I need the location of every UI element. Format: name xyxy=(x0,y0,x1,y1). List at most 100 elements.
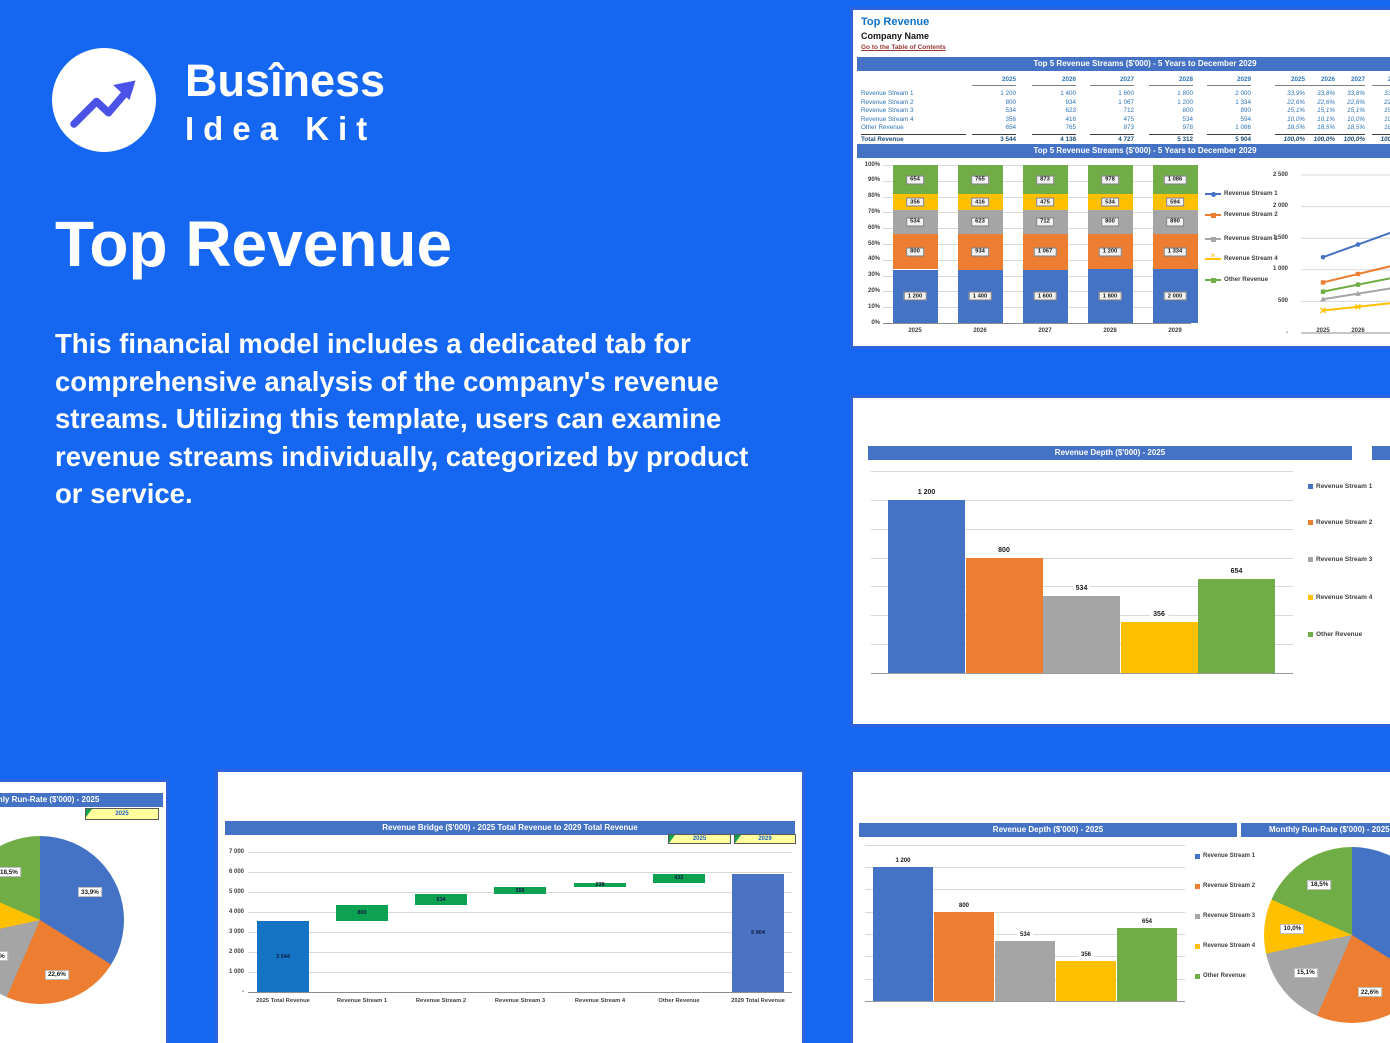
y-axis-label: 20% xyxy=(867,287,880,294)
row-value: 534 xyxy=(1182,115,1193,123)
bridge-title-bar: Revenue Bridge ($'000) - 2025 Total Reve… xyxy=(225,821,795,835)
pie-slice-label: 15,1% xyxy=(1293,967,1318,978)
legend-item: Other Revenue xyxy=(1205,275,1268,285)
bar-value-label: 534 xyxy=(436,896,446,903)
gridline xyxy=(883,323,1191,324)
row-value: 890 xyxy=(1240,107,1251,115)
toc-link[interactable]: Go to the Table of Contents xyxy=(861,44,946,51)
legend-marker-square xyxy=(1211,277,1216,283)
x-axis-label: 2025 Total Revenue xyxy=(256,998,310,1004)
year-selector[interactable]: 2025 xyxy=(85,808,159,820)
gridline xyxy=(871,499,1293,501)
x-axis-label: 2025 xyxy=(1316,328,1330,334)
segment-label: 978 xyxy=(1101,175,1119,185)
gridline xyxy=(248,872,792,873)
bar xyxy=(653,873,705,883)
row-pct: 18,5% xyxy=(1347,124,1365,132)
legend-marker-circle xyxy=(1211,191,1216,197)
revenue-table: 202520262027202820292025202620272028Reve… xyxy=(853,10,1390,346)
legend-item: Revenue Stream 2 xyxy=(1205,210,1278,220)
x-axis-label: 2027 xyxy=(1038,328,1052,334)
total-pct: 100,0% xyxy=(1372,134,1390,143)
legend-label: Revenue Stream 3 xyxy=(1224,235,1278,242)
x-axis-label: Revenue Stream 2 xyxy=(415,998,467,1004)
y-axis-label: 0% xyxy=(871,319,880,326)
legend-label: Revenue Stream 2 xyxy=(1203,883,1256,889)
bar-value-label: 534 xyxy=(1072,584,1091,592)
runrate-title-bar-2: Monthly Run-Rate ($'000) - 2025 xyxy=(1241,823,1390,837)
legend-item: ✕ Revenue Stream 4 xyxy=(1205,253,1278,264)
bar-value-label: 800 xyxy=(955,902,973,909)
segment-label: 800 xyxy=(906,247,924,257)
row-value: 800 xyxy=(1005,98,1016,106)
trend-arrow-icon xyxy=(70,80,136,128)
legend-label: Revenue Stream 1 xyxy=(1316,483,1373,490)
bar-value-label: 5 904 xyxy=(751,929,765,936)
row-pct: 22,6% xyxy=(1317,98,1335,106)
brand-subname: Idea Kit xyxy=(185,110,377,147)
row-pct: 15,1% xyxy=(1287,107,1305,115)
row-pct: 15,1% xyxy=(1384,107,1390,115)
pie-slice-label: 18,5% xyxy=(1307,879,1332,890)
row-label: Revenue Stream 1 xyxy=(861,90,914,97)
runrate-pie-chart-2: 33,9%22,6%15,1%10,0%18,5% xyxy=(853,772,1390,1043)
row-value: 2 000 xyxy=(1235,90,1251,97)
legend-label: Other Revenue xyxy=(1224,276,1269,283)
x-axis xyxy=(248,992,792,993)
row-pct: 33,9% xyxy=(1287,90,1305,97)
depth-bar-chart-2: 1 200 800 534 356 654 xyxy=(853,772,1390,1043)
legend-swatch xyxy=(1195,853,1200,859)
total-value: 4 727 xyxy=(1090,134,1134,143)
line-chart-legend: Revenue Stream 1 Revenue Stream 2 Revenue … xyxy=(853,10,1390,346)
bar xyxy=(494,887,546,895)
bar xyxy=(732,873,784,992)
row-value: 1 600 xyxy=(1118,90,1134,97)
x-axis-label: Revenue Stream 1 xyxy=(336,998,388,1004)
gridline xyxy=(865,844,1185,846)
legend-line xyxy=(1205,212,1221,218)
y-axis-label: 1 500 xyxy=(1272,234,1288,241)
legend-marker-square xyxy=(1211,212,1216,218)
legend-label: Revenue Stream 4 xyxy=(1203,943,1256,949)
legend-label: Other Revenue xyxy=(1316,631,1363,638)
bar xyxy=(1198,578,1275,673)
legend-line: ✕ xyxy=(1205,253,1221,260)
year-header: 2027 xyxy=(1090,76,1134,86)
legend-item: Revenue Stream 1 xyxy=(1308,483,1372,490)
row-pct: 10,0% xyxy=(1287,115,1305,123)
legend-item: Revenue Stream 4 xyxy=(1195,943,1255,950)
pie-slice-label: 15,1% xyxy=(0,951,8,962)
segment-label: 534 xyxy=(906,217,924,227)
y-axis-label: 6 000 xyxy=(228,868,244,875)
segment-label: 1 400 xyxy=(968,291,992,301)
line-chart-plot xyxy=(1293,160,1390,340)
bar-value-label: 3 544 xyxy=(276,953,290,960)
y-axis-label: 2 000 xyxy=(1272,203,1288,210)
bar-value-label: 432 xyxy=(674,875,684,882)
row-value: 1 334 xyxy=(1235,98,1251,106)
legend-marker-triangle xyxy=(1211,236,1216,242)
bar-value-label: 356 xyxy=(1150,610,1168,618)
depth-title-bar-2: Revenue Depth ($'000) - 2025 xyxy=(859,823,1237,837)
legend-label: Revenue Stream 3 xyxy=(1203,913,1256,919)
bar-value-label: 356 xyxy=(515,887,525,894)
legend-label: Revenue Stream 1 xyxy=(1224,190,1278,197)
x-axis-label: 2026 xyxy=(973,328,987,334)
y-axis-label: 500 xyxy=(1277,297,1288,304)
row-value: 712 xyxy=(1123,107,1134,115)
year-selector-start[interactable]: 2025 xyxy=(668,834,731,844)
legend-label: Revenue Stream 4 xyxy=(1224,255,1278,262)
bar-value-label: 654 xyxy=(1227,567,1246,575)
row-pct: 18,5% xyxy=(1317,124,1335,132)
legend-item: Revenue Stream 3 xyxy=(1195,913,1255,920)
segment-label: 934 xyxy=(971,247,989,257)
row-pct: 22,6% xyxy=(1384,98,1390,106)
runrate-title-bar-cut xyxy=(1372,446,1390,460)
legend-item: Revenue Stream 3 xyxy=(1308,556,1372,563)
year-selector-end[interactable]: 2029 xyxy=(734,834,796,844)
row-value: 1 086 xyxy=(1235,124,1251,132)
runrate-panel-left: Monthly Run-Rate ($'000) - 2025 2025 33,… xyxy=(0,779,169,1043)
legend-swatch xyxy=(1195,973,1200,979)
page-title: Top Revenue xyxy=(55,208,453,280)
bar xyxy=(934,911,994,1001)
